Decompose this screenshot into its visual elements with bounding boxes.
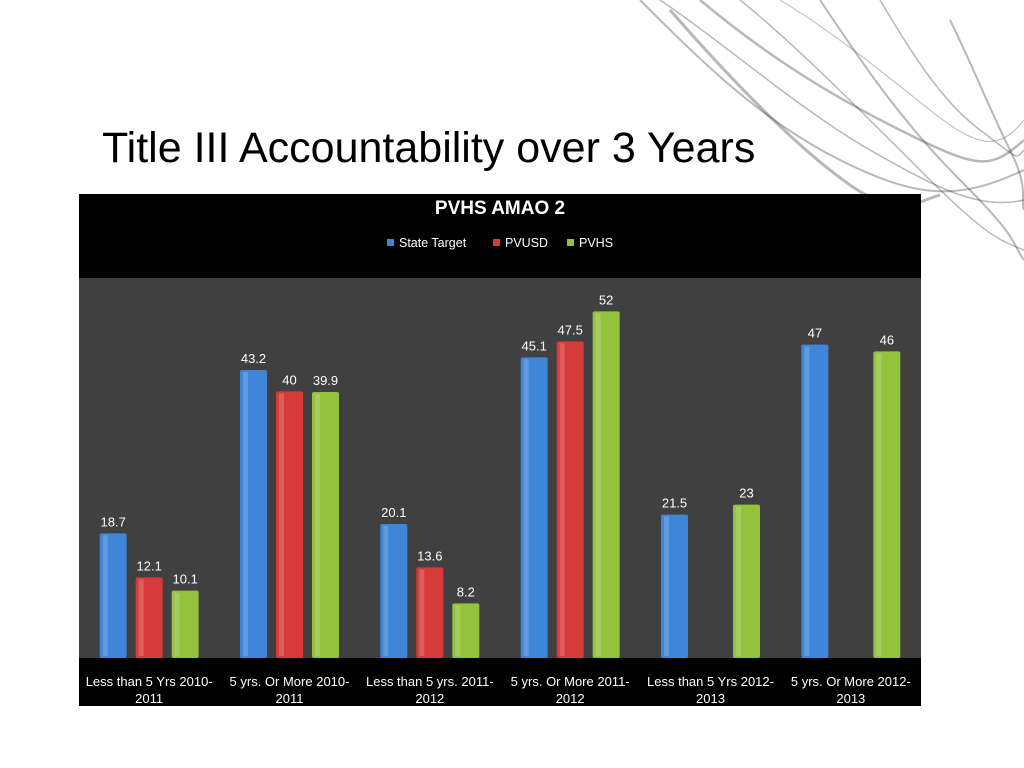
data-label-pvusd-0: 12.1 <box>137 558 162 573</box>
x-tick-label-0-line-1: 2011 <box>135 691 163 706</box>
bar-pvhs-0 <box>171 590 199 658</box>
chart-header-background <box>79 194 921 278</box>
data-label-pvusd-1: 40 <box>282 372 296 387</box>
bar-highlight-state-target-1 <box>243 372 248 656</box>
chart-title: PVHS AMAO 2 <box>435 198 565 219</box>
bar-pvhs-5 <box>873 351 901 658</box>
x-tick-label-3-line-1: 2012 <box>556 691 585 706</box>
data-label-state-target-1: 43.2 <box>241 351 266 366</box>
x-tick-label-4-line-0: Less than 5 Yrs 2012- <box>647 674 774 689</box>
data-label-pvusd-2: 13.6 <box>417 548 442 563</box>
bar-state-target-3 <box>520 357 548 658</box>
bar-highlight-state-target-5 <box>804 346 810 656</box>
data-label-state-target-3: 45.1 <box>522 338 547 353</box>
bar-highlight-pvhs-0 <box>174 592 180 656</box>
bar-highlight-state-target-3 <box>523 359 529 656</box>
legend-label-state-target: State Target <box>399 236 467 250</box>
data-label-state-target-2: 20.1 <box>381 505 406 520</box>
data-label-state-target-0: 18.7 <box>101 514 126 529</box>
bar-state-target-0 <box>99 533 127 658</box>
bar-highlight-state-target-4 <box>664 516 669 656</box>
x-tick-label-2-line-1: 2012 <box>415 691 444 706</box>
bar-highlight-pvhs-5 <box>876 353 882 656</box>
bar-pvhs-3 <box>592 311 620 658</box>
bar-pvhs-4 <box>733 504 760 658</box>
bar-pvusd-0 <box>135 577 163 658</box>
bar-state-target-1 <box>240 370 267 658</box>
x-tick-labels-group: Less than 5 Yrs 2010- 2011 5 yrs. Or More … <box>86 674 911 706</box>
legend-swatch-pvhs <box>567 239 574 246</box>
bar-pvusd-2 <box>416 567 444 658</box>
bar-highlight-state-target-0 <box>102 535 108 656</box>
data-label-state-target-4: 21.5 <box>662 496 687 511</box>
slide-title: Title III Accountability over 3 Years <box>102 124 756 172</box>
plot-area <box>79 278 921 658</box>
bar-highlight-pvhs-1 <box>315 394 320 656</box>
bar-highlight-pvusd-2 <box>419 569 425 656</box>
x-tick-label-1-line-0: 5 yrs. Or More 2010- <box>230 674 350 689</box>
bar-pvhs-2 <box>452 603 480 658</box>
x-tick-label-1-line-1: 2011 <box>276 691 304 706</box>
data-label-pvusd-3: 47.5 <box>558 322 583 337</box>
data-label-pvhs-4: 23 <box>739 486 753 501</box>
bar-highlight-pvusd-0 <box>138 579 144 656</box>
legend: State Target PVUSD PVHS <box>387 236 613 250</box>
bar-pvusd-1 <box>276 391 303 658</box>
bar-pvhs-1 <box>312 392 339 658</box>
x-tick-label-5-line-1: 2013 <box>836 691 865 706</box>
bar-state-target-5 <box>801 344 829 658</box>
bar-pvusd-3 <box>556 341 584 658</box>
bar-state-target-2 <box>380 524 408 658</box>
data-label-pvhs-5: 46 <box>880 332 894 347</box>
bar-highlight-pvhs-2 <box>455 605 461 656</box>
data-label-pvhs-0: 10.1 <box>173 572 198 587</box>
x-tick-label-5-line-0: 5 yrs. Or More 2012- <box>791 674 911 689</box>
bar-highlight-pvhs-3 <box>595 313 601 656</box>
x-tick-label-4-line-1: 2013 <box>696 691 725 706</box>
bars-group <box>99 311 901 658</box>
data-label-pvhs-2: 8.2 <box>457 584 475 599</box>
x-tick-label-2-line-0: Less than 5 yrs. 2011- <box>366 674 494 689</box>
legend-swatch-state-target <box>387 239 394 246</box>
bar-highlight-pvhs-4 <box>736 506 741 656</box>
bar-highlight-pvusd-1 <box>279 393 284 656</box>
data-label-pvhs-1: 39.9 <box>313 373 338 388</box>
legend-label-pvusd: PVUSD <box>505 236 548 250</box>
legend-swatch-pvusd <box>493 239 500 246</box>
bar-highlight-pvusd-3 <box>559 343 565 656</box>
bar-state-target-4 <box>661 514 688 658</box>
chart-frame: PVHS AMAO 2 State Target PVUSD PVHS 18.7 12… <box>79 194 921 706</box>
bar-chart: PVHS AMAO 2 State Target PVUSD PVHS 18.7 12… <box>79 194 921 706</box>
x-tick-label-0-line-0: Less than 5 Yrs 2010- <box>86 674 213 689</box>
legend-label-pvhs: PVHS <box>579 236 613 250</box>
x-tick-label-3-line-0: 5 yrs. Or More 2011- <box>511 674 630 689</box>
data-label-pvhs-3: 52 <box>599 292 613 307</box>
data-labels-group: 18.7 12.1 10.1 43.2 40 39.9 20.1 13.6 8.2 45.1 47.… <box>101 292 895 599</box>
bar-highlight-state-target-2 <box>383 526 389 656</box>
data-label-state-target-5: 47 <box>808 326 822 341</box>
axis-label-strip <box>79 658 921 706</box>
